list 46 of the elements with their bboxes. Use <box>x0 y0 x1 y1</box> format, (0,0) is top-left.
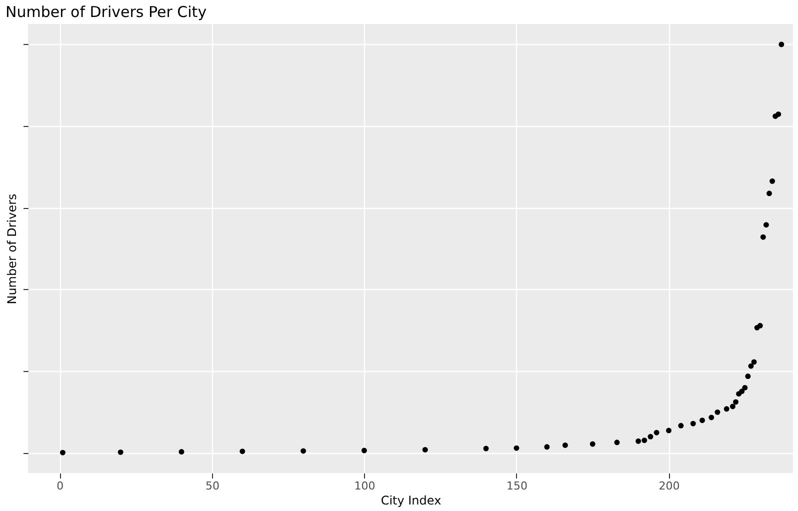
point <box>361 448 367 454</box>
point <box>422 447 428 452</box>
point <box>118 449 124 455</box>
point <box>614 440 620 446</box>
point <box>544 444 550 450</box>
point <box>757 322 763 328</box>
point <box>690 420 696 426</box>
point <box>714 409 720 415</box>
point <box>483 446 489 452</box>
point <box>60 450 66 456</box>
point <box>724 406 730 412</box>
point <box>760 234 766 240</box>
point <box>745 374 751 379</box>
point <box>678 422 684 428</box>
point <box>648 434 654 440</box>
point <box>730 404 736 410</box>
point <box>178 449 184 455</box>
y-axis-title: Number of Drivers <box>5 194 19 304</box>
point <box>636 438 642 444</box>
point <box>562 442 568 448</box>
x-tick-label: 200 <box>658 480 680 492</box>
point <box>742 384 748 390</box>
point <box>763 222 769 228</box>
point <box>514 445 520 451</box>
point <box>300 448 306 454</box>
x-axis-title: City Index <box>380 494 442 508</box>
point <box>778 42 784 48</box>
point <box>766 190 772 196</box>
point <box>748 363 754 369</box>
point <box>776 111 782 117</box>
chart-title: Number of Drivers Per City <box>6 3 207 21</box>
x-tick-label: 150 <box>506 480 528 492</box>
point <box>642 438 648 444</box>
point <box>733 399 738 405</box>
point <box>654 430 660 436</box>
point <box>770 178 776 184</box>
x-tick-label: 50 <box>205 480 220 492</box>
point <box>666 428 672 434</box>
point <box>700 418 705 424</box>
point <box>708 414 714 420</box>
point <box>240 448 246 454</box>
point <box>590 441 596 447</box>
point <box>751 359 757 365</box>
x-tick-label: 100 <box>354 480 376 492</box>
x-tick-label: 0 <box>56 480 64 492</box>
point <box>739 388 745 394</box>
